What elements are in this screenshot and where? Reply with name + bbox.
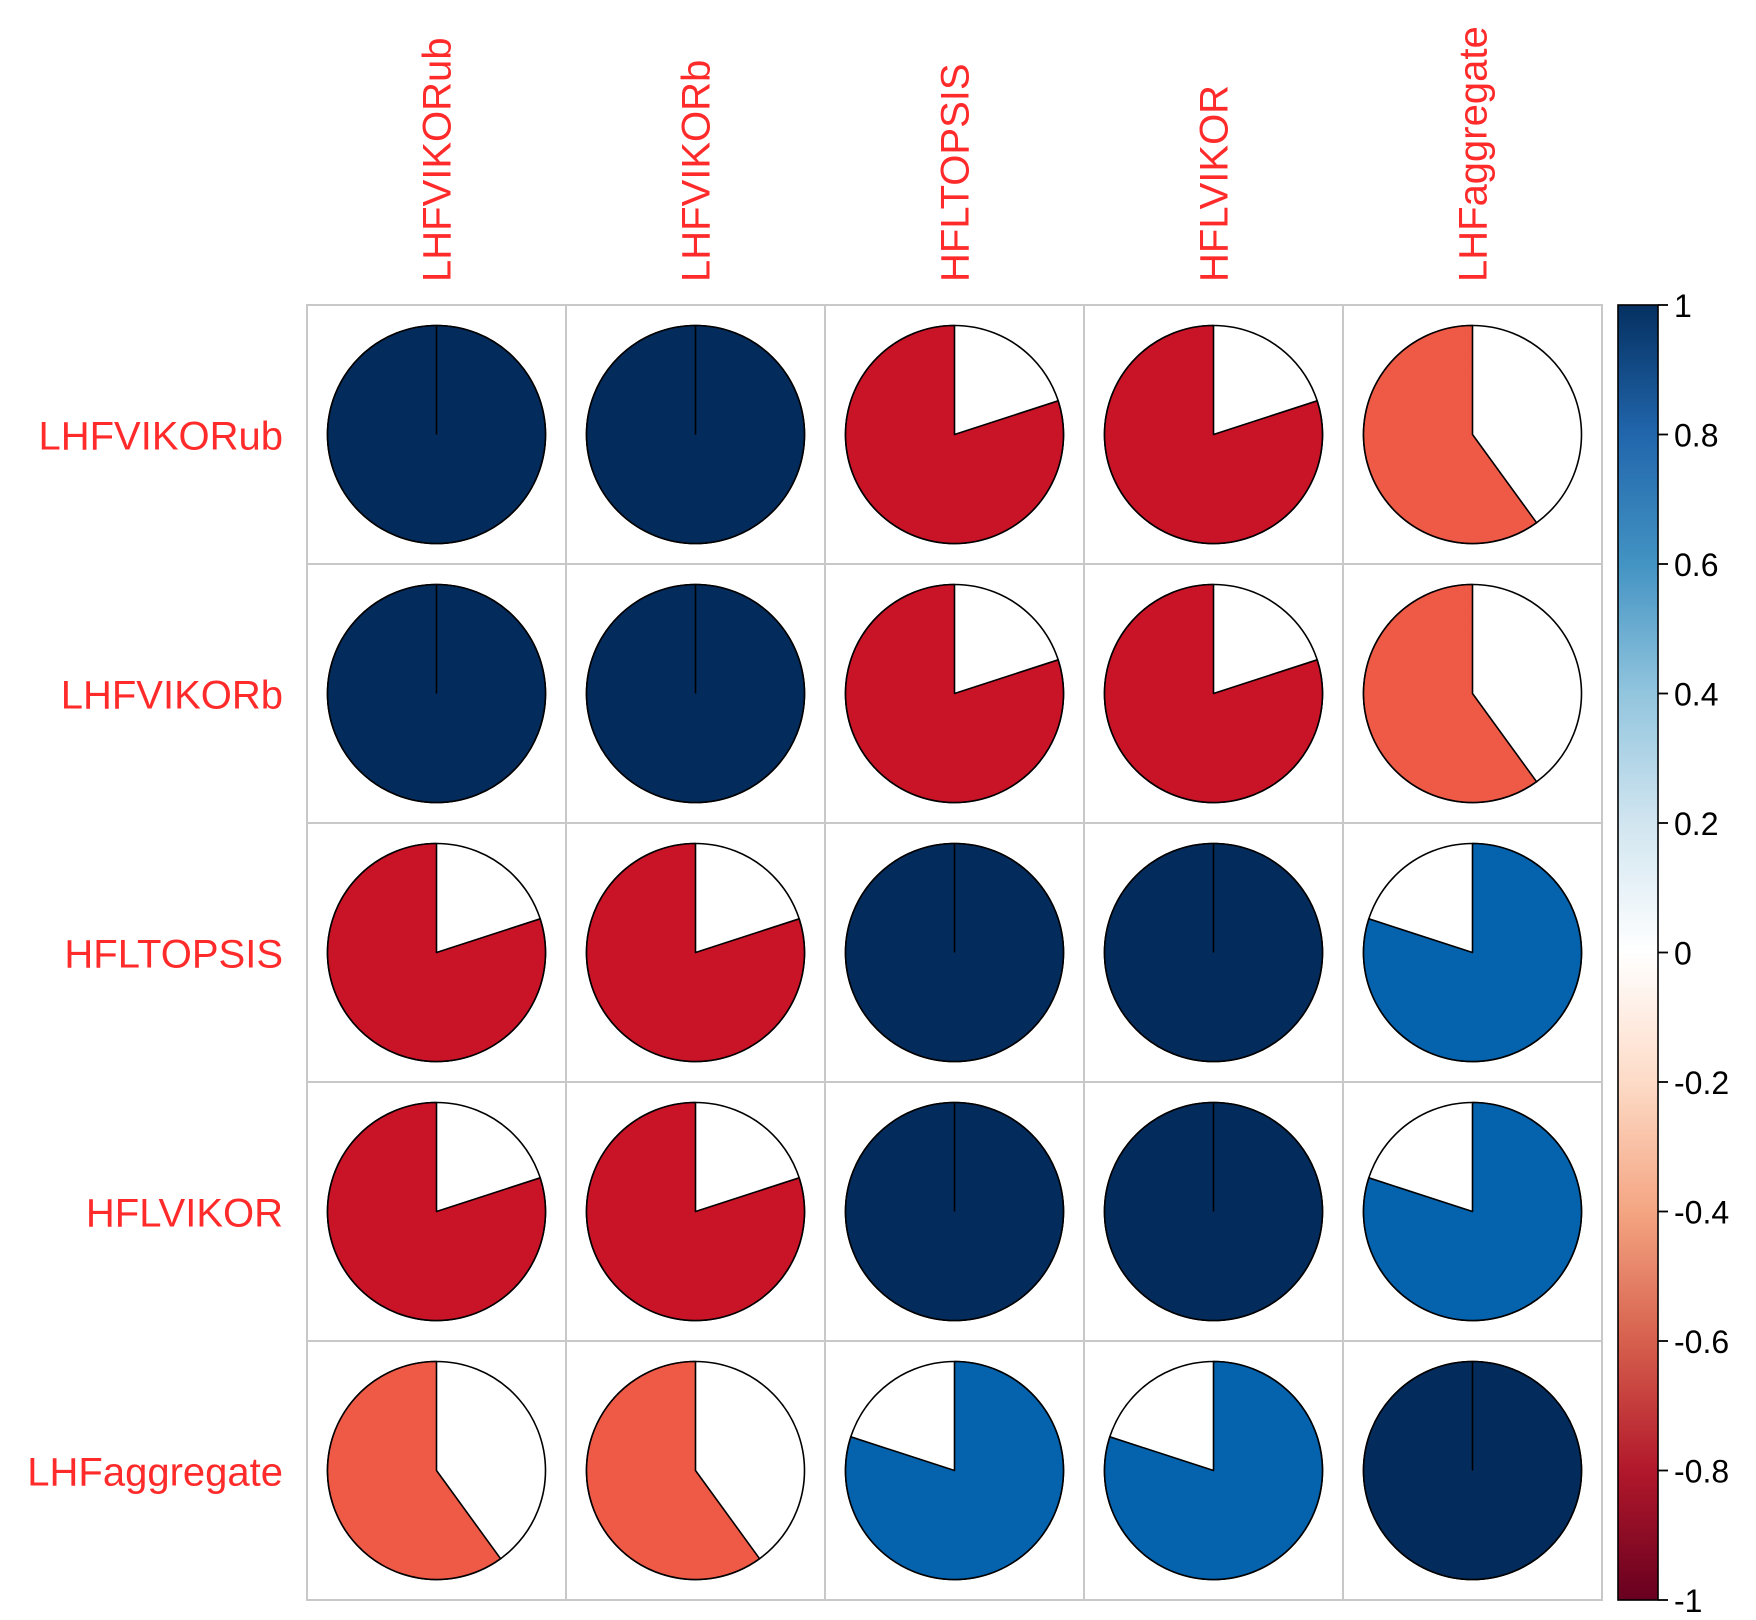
pie-slice: [844, 583, 1065, 804]
pie-cell: [585, 842, 806, 1063]
row-label: HFLTOPSIS: [64, 933, 283, 977]
row-label: LHFaggregate: [27, 1451, 283, 1495]
pie-slice: [1362, 1101, 1583, 1322]
pie-cell: [844, 1360, 1065, 1581]
column-label: LHFVIKORub: [416, 37, 460, 282]
pie-cell: [585, 1360, 806, 1581]
colorbar-tick-label: 1: [1674, 288, 1692, 324]
pie-slice: [844, 324, 1065, 545]
pie-slice: [326, 1360, 502, 1581]
pie-cell: [585, 583, 806, 804]
pie-cell: [1362, 842, 1583, 1063]
colorbar-tick-label: 0: [1674, 936, 1692, 972]
pie-slice: [585, 842, 806, 1063]
colorbar-tick-label: 0.6: [1674, 547, 1718, 583]
column-label: LHFaggregate: [1452, 26, 1496, 282]
pie-cell: [326, 583, 547, 804]
pie-slice: [1362, 324, 1538, 545]
pie-cell: [1103, 842, 1324, 1063]
pie-slice: [1362, 583, 1538, 804]
pie-slice: [326, 1101, 547, 1322]
row-label: HFLVIKOR: [86, 1192, 283, 1236]
pie-cell: [585, 324, 806, 545]
colorbar-tick-label: 0.4: [1674, 677, 1718, 713]
column-label: LHFVIKORb: [675, 60, 719, 282]
pie-cell: [1362, 1360, 1583, 1581]
column-label: HFLTOPSIS: [934, 63, 978, 282]
pie-cell: [585, 1101, 806, 1322]
pie-cell: [1103, 1360, 1324, 1581]
pie-cell: [1103, 324, 1324, 545]
colorbar-tick-label: -0.2: [1674, 1065, 1729, 1101]
column-label: HFLVIKOR: [1193, 85, 1237, 282]
colorbar-tick-label: 0.8: [1674, 418, 1718, 454]
row-label: LHFVIKORub: [38, 415, 283, 459]
pie-slice: [1103, 324, 1324, 545]
pie-cell: [1362, 1101, 1583, 1322]
colorbar-tick-label: -0.4: [1674, 1195, 1729, 1231]
pie-cell: [1362, 583, 1583, 804]
colorbar-tick-label: -0.6: [1674, 1324, 1729, 1360]
pie-cell: [844, 842, 1065, 1063]
pie-cell: [844, 583, 1065, 804]
pie-slice: [585, 1101, 806, 1322]
colorbar: [1617, 304, 1659, 1601]
pie-cell: [326, 324, 547, 545]
pie-slice: [326, 842, 547, 1063]
pie-slice: [844, 1360, 1065, 1581]
grid-border: [306, 304, 1603, 1601]
pie-cell: [844, 324, 1065, 545]
pie-slice: [1103, 583, 1324, 804]
pie-slice: [1103, 1360, 1324, 1581]
pie-cell: [1103, 583, 1324, 804]
pie-cell: [326, 842, 547, 1063]
pie-slice: [585, 1360, 761, 1581]
pie-cell: [844, 1101, 1065, 1322]
pie-cell: [326, 1101, 547, 1322]
pie-cell: [326, 1360, 547, 1581]
colorbar-tick-label: 0.2: [1674, 806, 1718, 842]
pie-cells: [326, 324, 1583, 1581]
pie-slice: [1362, 842, 1583, 1063]
pie-cell: [1362, 324, 1583, 545]
row-label: LHFVIKORb: [61, 674, 283, 718]
pie-cell: [1103, 1101, 1324, 1322]
colorbar-tick-label: -0.8: [1674, 1454, 1729, 1490]
colorbar-tick-label: -1: [1674, 1583, 1702, 1619]
